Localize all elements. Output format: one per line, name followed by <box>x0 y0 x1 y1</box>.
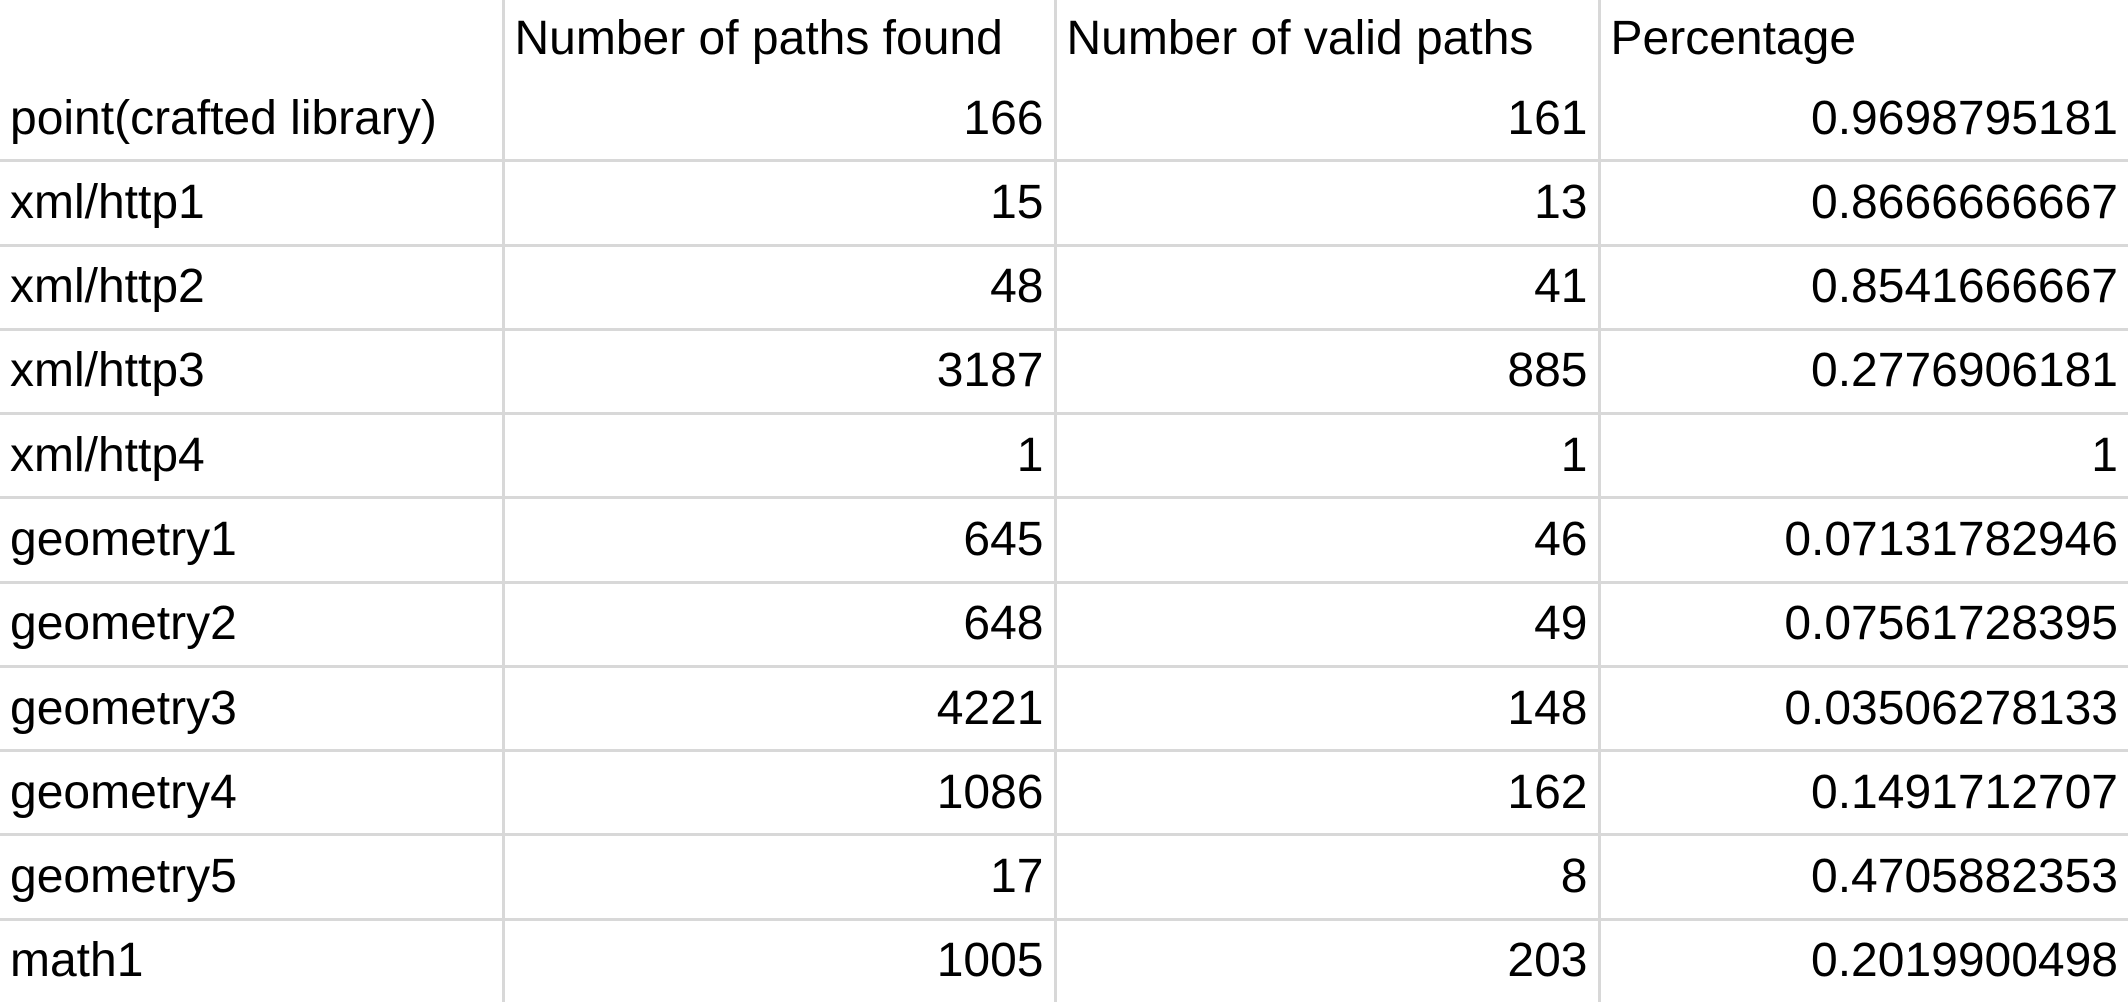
valid-paths-cell[interactable]: 1 <box>1053 412 1601 500</box>
valid-paths-cell[interactable]: 8 <box>1053 833 1601 921</box>
percentage-cell[interactable]: 0.4705882353 <box>1597 833 2128 921</box>
row-label-cell[interactable]: xml/http1 <box>0 159 505 247</box>
percentage-cell[interactable]: 0.8666666667 <box>1597 159 2128 247</box>
valid-paths-cell[interactable]: 203 <box>1053 917 1601 1002</box>
paths-found-cell[interactable]: 48 <box>501 243 1057 331</box>
percentage-cell[interactable]: 0.03506278133 <box>1597 664 2128 753</box>
row-label-cell[interactable]: math1 <box>0 917 505 1002</box>
paths-found-cell[interactable]: 648 <box>501 580 1057 668</box>
row-label-cell[interactable]: xml/http3 <box>0 327 505 416</box>
row-label-cell[interactable]: point(crafted library) <box>0 78 505 163</box>
percentage-cell[interactable]: 0.07561728395 <box>1597 580 2128 668</box>
table-row: geometry3 4221 148 0.03506278133 <box>0 664 2128 753</box>
table-row: geometry1 645 46 0.07131782946 <box>0 496 2128 584</box>
table-row: geometry2 648 49 0.07561728395 <box>0 580 2128 668</box>
paths-found-cell[interactable]: 645 <box>501 496 1057 584</box>
paths-found-cell[interactable]: 166 <box>501 78 1057 163</box>
paths-found-cell[interactable]: 17 <box>501 833 1057 921</box>
percentage-cell[interactable]: 0.1491712707 <box>1597 749 2128 837</box>
percentage-cell[interactable]: 1 <box>1597 412 2128 500</box>
paths-found-cell[interactable]: 1086 <box>501 749 1057 837</box>
percentage-cell[interactable]: 0.2776906181 <box>1597 327 2128 416</box>
header-cell-percentage[interactable]: Percentage <box>1597 0 2128 78</box>
valid-paths-cell[interactable]: 148 <box>1053 664 1601 753</box>
header-cell-valid-paths[interactable]: Number of valid paths <box>1053 0 1601 78</box>
valid-paths-cell[interactable]: 49 <box>1053 580 1601 668</box>
paths-found-cell[interactable]: 15 <box>501 159 1057 247</box>
paths-found-cell[interactable]: 3187 <box>501 327 1057 416</box>
valid-paths-cell[interactable]: 885 <box>1053 327 1601 416</box>
valid-paths-cell[interactable]: 46 <box>1053 496 1601 584</box>
header-cell-corner[interactable] <box>0 0 505 78</box>
table-body: point(crafted library) 166 161 0.9698795181… <box>0 78 2128 1002</box>
row-label-cell[interactable]: geometry3 <box>0 664 505 753</box>
table-row: geometry5 17 8 0.4705882353 <box>0 833 2128 921</box>
table-row: point(crafted library) 166 161 0.9698795181 <box>0 78 2128 163</box>
table-row: xml/http1 15 13 0.8666666667 <box>0 159 2128 247</box>
row-label-cell[interactable]: geometry2 <box>0 580 505 668</box>
table-row: geometry4 1086 162 0.1491712707 <box>0 749 2128 837</box>
table-row: xml/http2 48 41 0.8541666667 <box>0 243 2128 331</box>
valid-paths-cell[interactable]: 41 <box>1053 243 1601 331</box>
table-row: xml/http3 3187 885 0.2776906181 <box>0 327 2128 416</box>
row-label-cell[interactable]: geometry4 <box>0 749 505 837</box>
header-cell-paths-found[interactable]: Number of paths found <box>501 0 1057 78</box>
percentage-cell[interactable]: 0.2019900498 <box>1597 917 2128 1002</box>
valid-paths-cell[interactable]: 162 <box>1053 749 1601 837</box>
paths-found-cell[interactable]: 1 <box>501 412 1057 500</box>
table-row: xml/http4 1 1 1 <box>0 412 2128 500</box>
valid-paths-cell[interactable]: 161 <box>1053 78 1601 163</box>
row-label-cell[interactable]: geometry5 <box>0 833 505 921</box>
row-label-cell[interactable]: xml/http4 <box>0 412 505 500</box>
paths-found-cell[interactable]: 1005 <box>501 917 1057 1002</box>
row-label-cell[interactable]: xml/http2 <box>0 243 505 331</box>
percentage-cell[interactable]: 0.9698795181 <box>1597 78 2128 163</box>
valid-paths-cell[interactable]: 13 <box>1053 159 1601 247</box>
header-row: Number of paths found Number of valid pa… <box>0 0 2128 78</box>
table-row: math1 1005 203 0.2019900498 <box>0 917 2128 1002</box>
row-label-cell[interactable]: geometry1 <box>0 496 505 584</box>
percentage-cell[interactable]: 0.8541666667 <box>1597 243 2128 331</box>
paths-found-cell[interactable]: 4221 <box>501 664 1057 753</box>
percentage-cell[interactable]: 0.07131782946 <box>1597 496 2128 584</box>
